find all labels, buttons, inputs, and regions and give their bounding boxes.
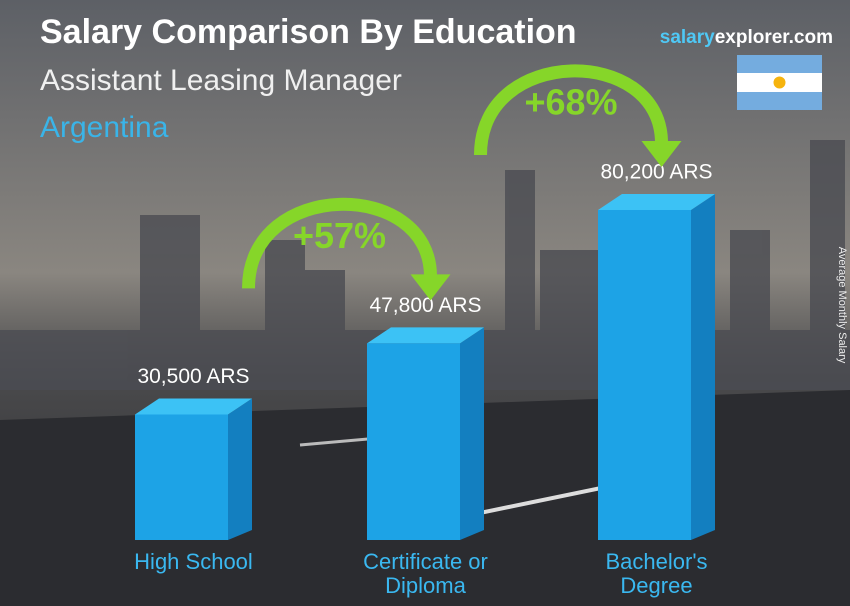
arrow-head bbox=[641, 141, 682, 167]
y-axis-label: Average Monthly Salary bbox=[836, 247, 848, 364]
value-label: 30,500 ARS bbox=[137, 365, 249, 388]
site-logo: salaryexplorer.com bbox=[660, 27, 833, 48]
bar-top bbox=[367, 327, 484, 344]
bar bbox=[135, 414, 228, 540]
bar-top bbox=[598, 194, 715, 210]
country: Argentina bbox=[40, 111, 169, 144]
category-label: Certificate or Diploma bbox=[363, 549, 488, 598]
bar bbox=[367, 343, 460, 540]
arrow-head bbox=[410, 274, 451, 301]
bar-top bbox=[135, 398, 252, 415]
change-arrow bbox=[242, 197, 437, 289]
change-label: +57% bbox=[293, 215, 386, 256]
bar-side bbox=[691, 194, 715, 540]
site-part: explorer.com bbox=[715, 27, 833, 48]
flag bbox=[737, 55, 822, 110]
category-label: Bachelor's Degree bbox=[605, 549, 708, 598]
value-label: 47,800 ARS bbox=[369, 294, 481, 317]
category-label: High School bbox=[134, 549, 253, 574]
change-arrow bbox=[474, 64, 668, 156]
bar-side bbox=[228, 398, 252, 540]
subtitle: Assistant Leasing Manager bbox=[40, 64, 402, 97]
bar bbox=[598, 210, 691, 540]
bar-side bbox=[460, 327, 484, 540]
title: Salary Comparison By Education bbox=[40, 13, 577, 51]
change-label: +68% bbox=[524, 82, 617, 123]
value-label: 80,200 ARS bbox=[600, 161, 712, 184]
site-part: salary bbox=[660, 27, 715, 48]
